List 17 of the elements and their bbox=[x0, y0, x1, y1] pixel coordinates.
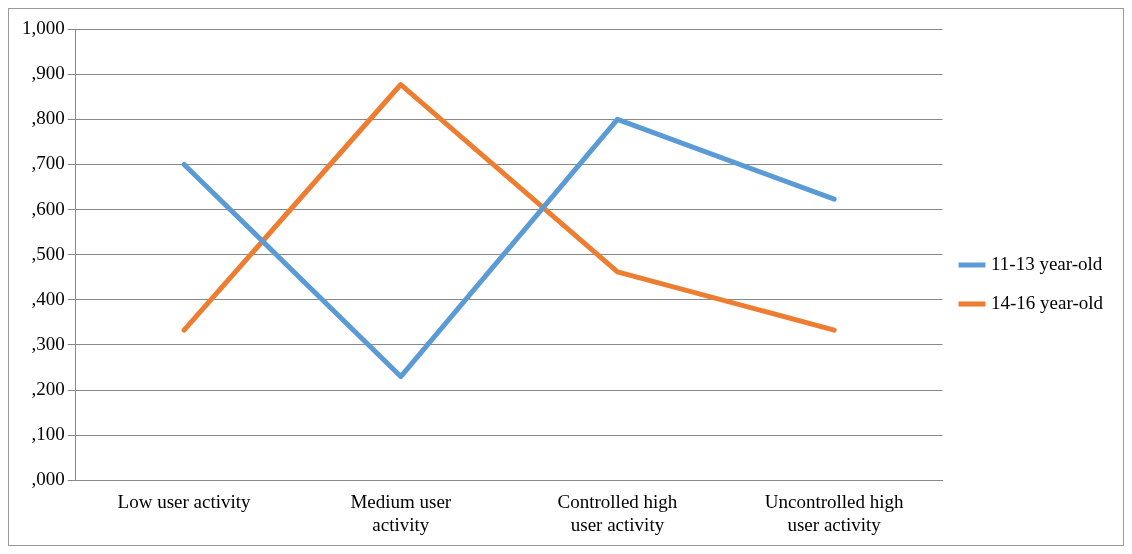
y-tick-label: ,700 bbox=[31, 152, 65, 174]
y-tick-label: ,000 bbox=[31, 468, 65, 490]
y-tick-label: ,800 bbox=[31, 107, 65, 129]
y-tick-label: ,900 bbox=[31, 62, 65, 84]
y-tick-label: 1,000 bbox=[22, 16, 65, 38]
y-tick-label: ,300 bbox=[31, 332, 65, 354]
y-tick-label: ,500 bbox=[31, 242, 65, 264]
x-tick-label: Controlled high user activity bbox=[557, 490, 678, 535]
x-tick-label: Uncontrolled high user activity bbox=[764, 490, 905, 535]
y-tick-label: ,400 bbox=[31, 287, 65, 309]
y-tick-label: ,100 bbox=[31, 423, 65, 445]
legend-label: 11-13 year-old bbox=[991, 252, 1103, 274]
legend-label: 14-16 year-old bbox=[991, 291, 1104, 313]
x-tick-label: Medium user activity bbox=[350, 490, 452, 535]
y-tick-label: ,600 bbox=[31, 197, 65, 219]
x-tick-label: Low user activity bbox=[117, 490, 252, 512]
y-tick-label: ,200 bbox=[31, 378, 65, 400]
